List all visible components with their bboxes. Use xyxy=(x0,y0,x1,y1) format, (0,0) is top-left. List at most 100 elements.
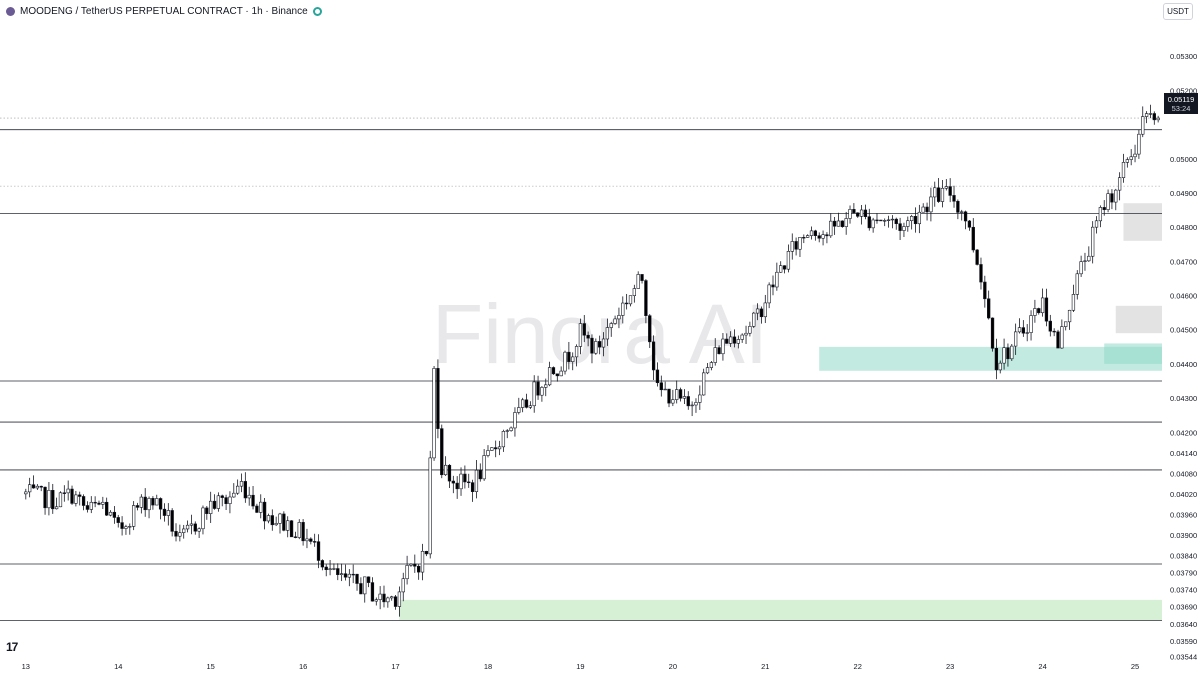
candle-up xyxy=(779,265,783,273)
candle-up xyxy=(663,388,667,391)
candle-down xyxy=(478,469,482,480)
last-price-label: 0.05119 53:24 xyxy=(1164,93,1198,114)
candle-up xyxy=(690,404,694,407)
candle-up xyxy=(1137,133,1141,155)
candle-down xyxy=(963,211,968,222)
price-tick-label: 0.04600 xyxy=(1170,292,1197,301)
candle-down xyxy=(994,347,999,371)
candle-up xyxy=(883,220,887,222)
candle-down xyxy=(424,550,429,555)
candle-down xyxy=(251,494,255,507)
candle-up xyxy=(571,356,575,362)
candle-up xyxy=(328,568,332,571)
candle-down xyxy=(551,367,556,375)
candle-down xyxy=(359,583,363,595)
candle-down xyxy=(825,234,829,237)
candle-up xyxy=(128,526,132,528)
candle-up xyxy=(209,500,213,514)
candle-up xyxy=(1064,321,1068,327)
candle-up xyxy=(178,532,182,537)
candle-down xyxy=(802,237,806,239)
candle-down xyxy=(262,501,267,522)
candle-up xyxy=(798,237,802,250)
candle-down xyxy=(309,538,313,542)
candle-up xyxy=(28,484,32,493)
candle-up xyxy=(189,523,194,526)
candles-layer xyxy=(24,104,1160,617)
candle-up xyxy=(848,209,852,219)
price-tick-label: 0.04140 xyxy=(1170,449,1197,458)
candle-up xyxy=(929,196,933,213)
candle-up xyxy=(101,501,105,505)
candle-down xyxy=(1152,113,1156,121)
candle-up xyxy=(806,235,810,238)
candle-down xyxy=(31,484,36,489)
candle-up xyxy=(636,274,640,289)
candle-down xyxy=(451,480,455,484)
candle-up xyxy=(960,211,964,213)
candle-down xyxy=(301,522,305,542)
candle-down xyxy=(158,498,163,510)
candle-down xyxy=(667,388,671,404)
candle-down xyxy=(863,209,868,217)
candle-down xyxy=(112,511,117,518)
candle-up xyxy=(278,513,282,524)
candle-up xyxy=(921,206,925,213)
symbol-header[interactable]: MOODENG / TetherUS PERPETUAL CONTRACT · … xyxy=(6,4,322,18)
candle-down xyxy=(725,338,729,344)
candle-up xyxy=(124,526,128,529)
candle-down xyxy=(382,593,386,603)
price-tick-label: 0.03790 xyxy=(1170,569,1197,578)
candle-up xyxy=(1094,220,1099,228)
price-axis: 0.05300 0.05200 0.05000 0.04900 0.04800 0.047… xyxy=(1170,52,1197,661)
candle-down xyxy=(174,531,178,537)
price-tick-label: 0.03544 xyxy=(1170,653,1197,662)
candle-up xyxy=(1125,159,1129,163)
price-tick-label: 0.04500 xyxy=(1170,326,1197,335)
candle-down xyxy=(120,522,124,529)
candle-down xyxy=(494,447,498,450)
candle-up xyxy=(232,492,236,498)
time-tick-label: 23 xyxy=(946,662,954,671)
candle-down xyxy=(1037,308,1041,314)
price-tick-label: 0.04700 xyxy=(1170,257,1197,266)
candle-up xyxy=(559,370,563,377)
candle-up xyxy=(228,496,232,504)
candle-up xyxy=(1083,260,1087,262)
price-tick-label: 0.04020 xyxy=(1170,490,1197,499)
candle-down xyxy=(867,216,871,229)
supply-zone xyxy=(1123,203,1162,241)
candle-up xyxy=(347,573,351,578)
candle-up xyxy=(886,219,891,221)
candle-up xyxy=(944,186,948,189)
candle-down xyxy=(852,209,856,214)
candle-down xyxy=(212,500,217,509)
candle-up xyxy=(482,455,486,480)
candle-up xyxy=(902,226,906,231)
candle-down xyxy=(990,317,995,349)
candle-up xyxy=(809,230,814,236)
candle-up xyxy=(713,347,717,363)
candle-up xyxy=(1029,315,1033,333)
candle-up xyxy=(698,394,702,403)
candle-up xyxy=(1098,207,1103,222)
candle-up xyxy=(405,565,409,580)
candle-down xyxy=(135,505,140,508)
candle-up xyxy=(1040,297,1045,314)
candle-down xyxy=(81,496,86,506)
candle-up xyxy=(748,326,752,334)
candle-up xyxy=(363,576,367,595)
time-tick-label: 19 xyxy=(576,662,584,671)
candle-up xyxy=(1060,326,1064,349)
candle-down xyxy=(1021,327,1025,334)
candle-down xyxy=(898,223,902,231)
candle-up xyxy=(197,528,201,532)
candle-down xyxy=(782,265,787,270)
candle-down xyxy=(967,220,972,228)
candle-down xyxy=(956,200,960,213)
currency-selector-button[interactable]: USDT xyxy=(1163,3,1193,20)
candle-up xyxy=(709,362,714,368)
candle-down xyxy=(351,573,355,576)
candle-down xyxy=(590,337,594,354)
